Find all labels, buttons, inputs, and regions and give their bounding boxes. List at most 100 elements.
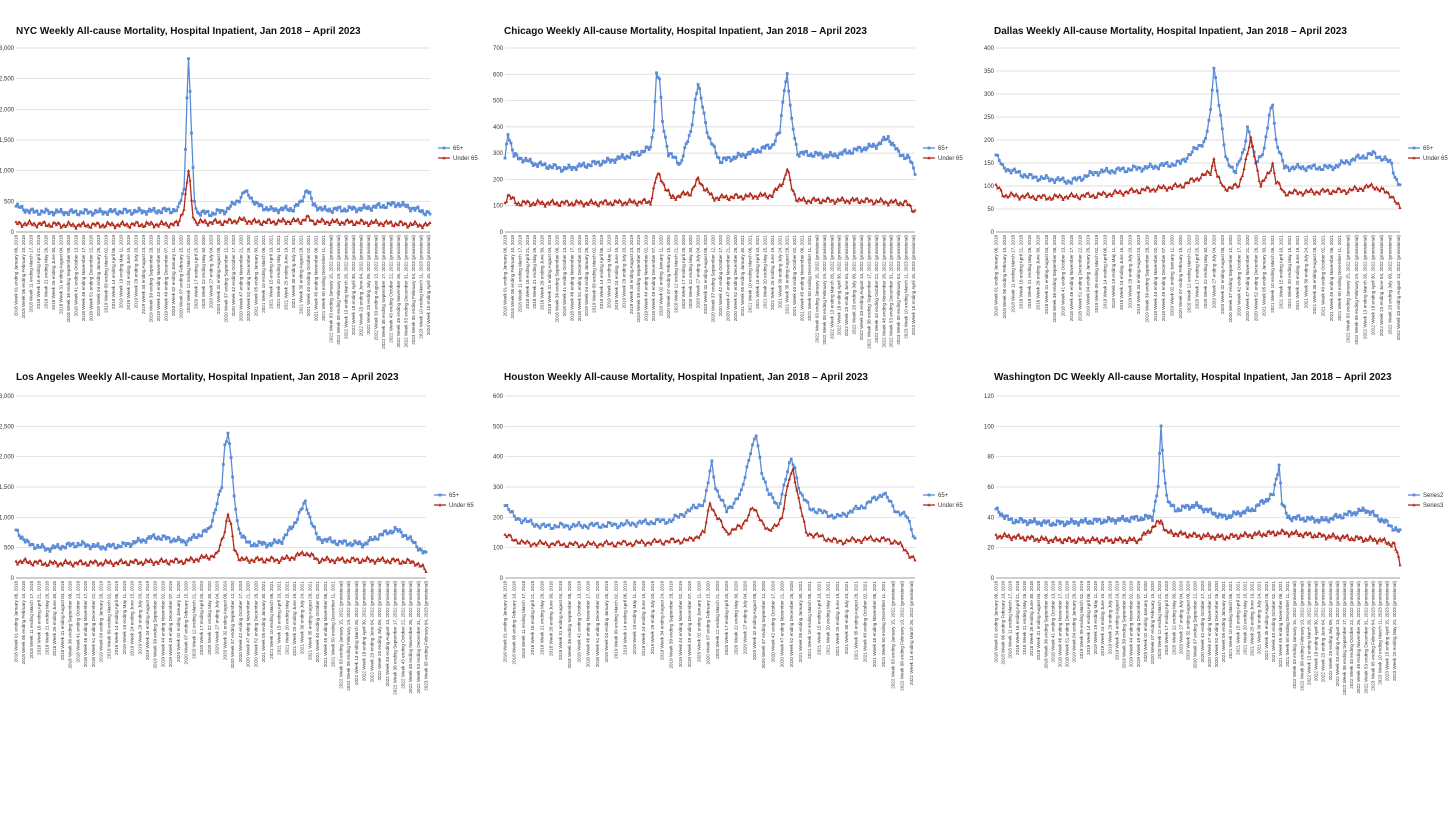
data-point [994,153,998,157]
data-point [514,537,518,541]
data-point [690,123,694,127]
data-point [277,211,280,215]
data-point [747,459,751,462]
data-point [616,540,620,544]
x-tick-label: 2020 Week 37 ending September 12, 2020 [230,581,235,669]
data-point [1146,528,1150,532]
y-tick-label: 500 [493,424,504,430]
data-point [413,563,417,567]
data-point [1177,184,1181,188]
data-point [647,199,651,203]
data-point [894,197,898,201]
data-point [691,503,695,507]
data-point [277,538,281,542]
x-tick-label: 2020 Week 37 ending September 12, 2020 [1193,581,1198,669]
data-point [747,194,751,198]
data-point [112,209,115,213]
data-point [1224,155,1228,159]
data-point [687,134,691,137]
data-point [1244,156,1248,160]
data-point [401,535,405,538]
x-tick-label: 2019 Week 34 ending August 24, 2019 [1136,235,1141,315]
data-point [137,206,141,210]
data-point [1396,201,1400,205]
data-point [234,221,239,225]
data-point [393,525,397,529]
data-point [1038,537,1042,541]
data-point [252,542,256,546]
data-point [1126,191,1131,195]
data-point [658,538,662,542]
data-point [291,525,295,529]
data-point [641,198,645,202]
data-point [640,521,644,525]
data-point [336,543,340,547]
data-point [313,525,317,529]
data-point [251,218,255,222]
data-point [1116,538,1120,542]
data-point [1186,504,1190,508]
data-point [1384,518,1388,522]
data-point [904,156,908,160]
data-point [614,523,618,526]
data-point [329,209,333,213]
data-point [769,193,773,197]
data-point [626,155,630,159]
data-point [1122,518,1126,521]
data-point [85,543,89,547]
data-point [1215,514,1218,518]
data-point [999,162,1003,166]
x-tick-label: 2020 Week 52 ending December 26, 2020 [253,581,258,668]
data-point [206,556,210,560]
data-point [625,543,629,547]
x-tick-label: 2020 Week 22 ending May 30, 2020 [1171,581,1176,655]
data-point [1227,536,1231,540]
data-point [80,221,84,225]
data-point [510,538,514,542]
data-point [1207,508,1211,512]
data-point [894,540,899,544]
data-point [1352,538,1357,542]
data-point [1132,164,1135,168]
x-tick-label: 2022 Week 08 ending February 19, 2022 (p… [1354,235,1359,345]
data-point [678,195,682,199]
data-point [557,166,560,169]
data-point [328,207,331,211]
data-point [871,202,876,206]
data-point [1398,563,1402,567]
data-point [1095,519,1099,523]
data-point [994,532,998,536]
data-point [1222,143,1226,147]
data-point [1230,165,1234,169]
data-point [900,154,904,158]
data-point [788,103,792,107]
data-point [672,155,676,159]
x-tick-label: 2019 Week 49 ending December 07, 2019 [168,581,173,668]
data-point [1371,150,1375,153]
x-tick-label: 2019 Week 19 ending May 11, 2019 [606,235,611,309]
data-point [309,551,314,555]
data-point [1061,520,1065,524]
data-point [512,195,516,199]
data-point [370,538,374,542]
data-point [1316,167,1320,171]
x-tick-label: 2019 Week 24 ending June 15, 2019 [1100,581,1105,656]
data-point [643,518,647,522]
data-point [1210,511,1214,515]
data-point [381,223,386,227]
data-point [1321,168,1325,171]
data-point [212,212,216,216]
data-point [619,522,623,525]
data-point [689,536,694,540]
data-point [1200,507,1204,511]
data-point [391,556,396,560]
data-point [729,159,733,163]
data-point [1220,532,1224,536]
data-point [131,560,136,564]
data-point [557,525,560,529]
data-point [1323,533,1327,537]
data-point [130,559,134,563]
data-point [1028,172,1031,176]
data-point [49,210,52,214]
data-point [864,148,868,152]
